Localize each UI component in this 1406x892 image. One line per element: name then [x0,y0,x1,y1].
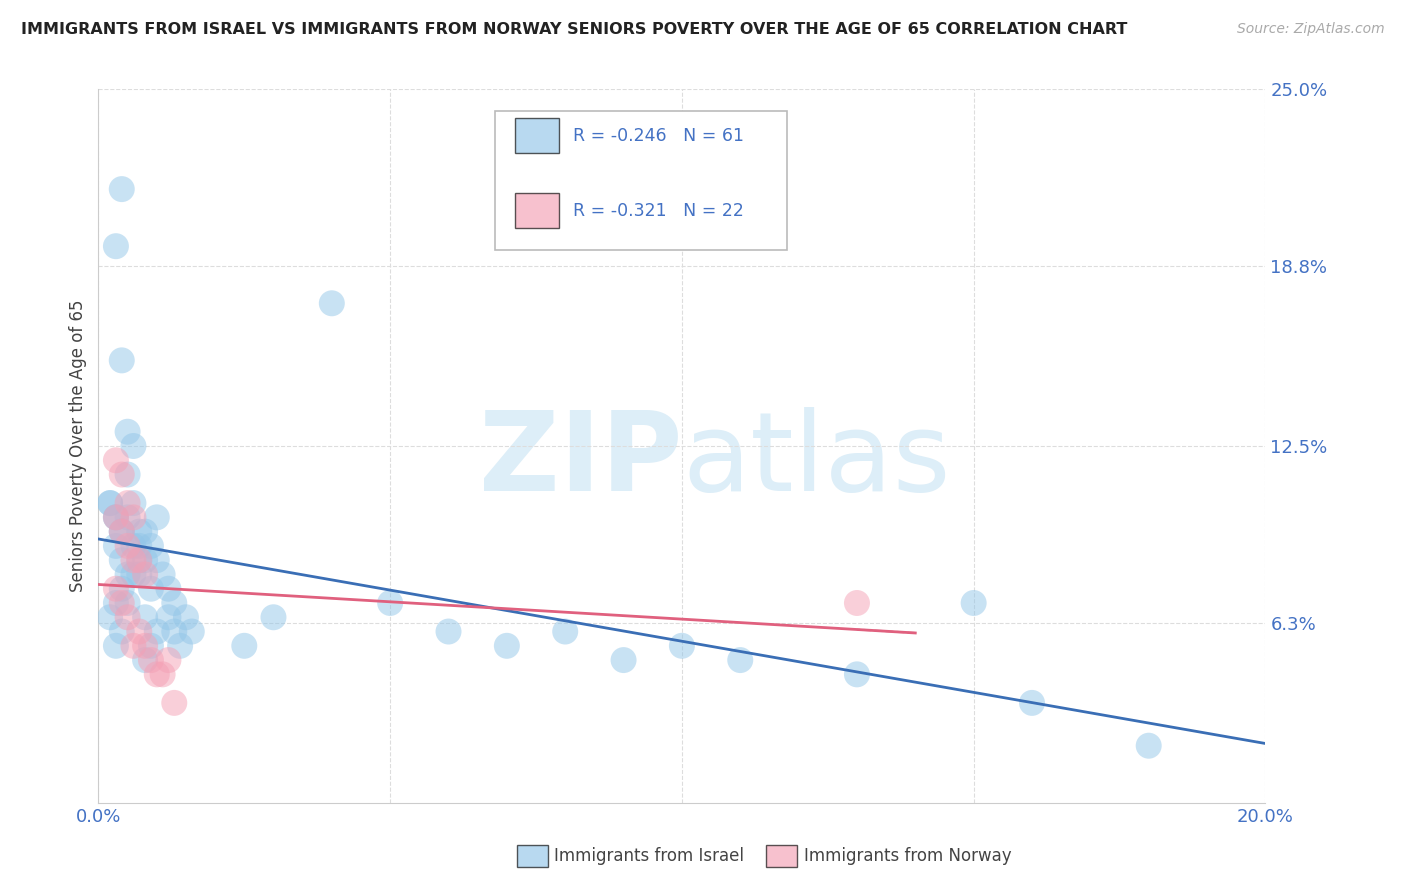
Point [146,510,169,524]
Point [117,610,139,624]
FancyBboxPatch shape [515,193,560,228]
Point [117,567,139,582]
Point [157,653,180,667]
Point [139,639,162,653]
Point [146,667,169,681]
Text: Immigrants from Norway: Immigrants from Norway [804,847,1012,865]
Point [846,596,869,610]
Point [1137,739,1160,753]
Point [98,610,121,624]
Point [134,639,156,653]
Point [496,639,519,653]
Point [128,624,150,639]
Point [174,610,197,624]
Point [262,610,284,624]
Text: R = -0.246   N = 61: R = -0.246 N = 61 [574,127,744,145]
Point [104,510,127,524]
Point [111,467,134,482]
Point [104,596,127,610]
Point [111,182,134,196]
Point [321,296,343,310]
Point [104,539,127,553]
Text: ZIP: ZIP [478,407,682,514]
Point [104,639,127,653]
Point [671,639,693,653]
Point [163,624,186,639]
Point [128,553,150,567]
Point [128,524,150,539]
Point [111,553,134,567]
FancyBboxPatch shape [515,118,560,153]
Point [163,696,186,710]
Point [111,353,134,368]
Point [139,539,162,553]
Point [134,653,156,667]
Point [117,496,139,510]
Point [139,653,162,667]
Point [98,496,121,510]
Point [111,524,134,539]
Point [128,567,150,582]
Point [111,596,134,610]
Point [117,510,139,524]
Point [122,567,145,582]
Point [146,553,169,567]
Point [554,624,576,639]
Text: IMMIGRANTS FROM ISRAEL VS IMMIGRANTS FROM NORWAY SENIORS POVERTY OVER THE AGE OF: IMMIGRANTS FROM ISRAEL VS IMMIGRANTS FRO… [21,22,1128,37]
Point [104,239,127,253]
Point [134,610,156,624]
Point [157,610,180,624]
Point [128,553,150,567]
Point [1021,696,1043,710]
Text: R = -0.321   N = 22: R = -0.321 N = 22 [574,202,744,219]
Point [139,582,162,596]
Point [134,553,156,567]
Y-axis label: Seniors Poverty Over the Age of 65: Seniors Poverty Over the Age of 65 [69,300,87,592]
Point [437,624,460,639]
Point [111,624,134,639]
Point [104,453,127,467]
Point [152,667,174,681]
Text: Immigrants from Israel: Immigrants from Israel [554,847,744,865]
Point [134,524,156,539]
Text: atlas: atlas [682,407,950,514]
Point [152,567,174,582]
Point [122,496,145,510]
Point [122,539,145,553]
Point [111,582,134,596]
Point [128,539,150,553]
Point [111,524,134,539]
Point [169,639,191,653]
Point [104,582,127,596]
Point [98,496,121,510]
Point [122,553,145,567]
Point [730,653,752,667]
Point [163,596,186,610]
Point [104,510,127,524]
FancyBboxPatch shape [495,111,787,250]
Point [180,624,202,639]
Point [122,439,145,453]
Point [111,524,134,539]
Point [612,653,634,667]
Point [117,425,139,439]
Point [962,596,984,610]
Point [117,596,139,610]
Point [134,567,156,582]
Point [104,510,127,524]
Point [117,467,139,482]
Point [233,639,256,653]
Point [122,639,145,653]
Text: Source: ZipAtlas.com: Source: ZipAtlas.com [1237,22,1385,37]
Point [146,624,169,639]
Point [117,539,139,553]
Point [122,510,145,524]
Point [157,582,180,596]
Point [846,667,869,681]
Point [380,596,402,610]
